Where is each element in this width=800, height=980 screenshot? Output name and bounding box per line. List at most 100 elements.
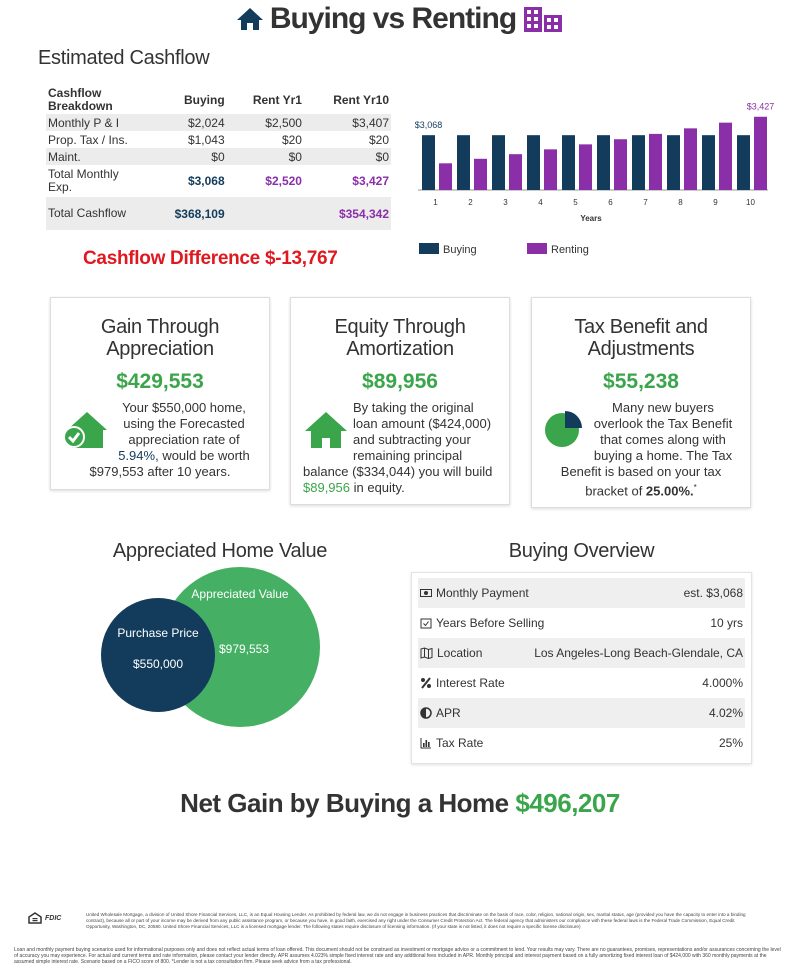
icon <box>420 707 432 719</box>
value: Los Angeles-Long Beach-Glendale, CA <box>534 646 743 660</box>
text: in equity. <box>350 480 405 495</box>
card-amount: $55,238 <box>603 370 679 393</box>
cell: $3,068 <box>187 174 225 188</box>
card: Tax Benefit and Adjustments $55,238 Many… <box>531 297 751 508</box>
value: 4.02% <box>708 706 743 720</box>
overview-row: Location Los Angeles-Long Beach-Glendale,… <box>418 638 745 668</box>
legend-label: Buying <box>443 244 477 256</box>
x-tick-label: 7 <box>643 198 648 207</box>
equity: $89,956 <box>303 480 350 495</box>
cell: $20 <box>368 132 389 147</box>
card-text: Your $550,000 home, using the Forecasted… <box>63 400 257 480</box>
icon <box>420 589 432 597</box>
card-text: Many new buyers overlook the Tax Benefit… <box>544 400 738 499</box>
x-tick-label: 6 <box>608 198 613 207</box>
bar <box>702 135 715 190</box>
bar <box>632 135 645 190</box>
cell: $354,342 <box>303 197 391 230</box>
card-amount: $429,553 <box>116 370 204 393</box>
icon <box>420 618 432 629</box>
purchase-circle <box>101 598 215 712</box>
card-amount: $89,956 <box>362 370 438 393</box>
net-gain: Net Gain by Buying a Home $496,207 <box>0 788 800 819</box>
overview-title: Buying Overview <box>508 540 655 562</box>
bar <box>649 133 662 190</box>
rate: 5.94% <box>118 448 156 463</box>
icon <box>420 647 433 659</box>
house-check-icon <box>63 412 107 448</box>
footer-logos: FDIC <box>28 912 61 924</box>
legend-swatch <box>419 243 439 254</box>
bar <box>457 135 470 190</box>
x-tick-label: 10 <box>746 198 755 207</box>
cell: $2,024 <box>148 114 227 131</box>
cell: $3,427 <box>352 174 389 188</box>
bar <box>614 139 627 190</box>
bar <box>527 135 540 190</box>
bar <box>737 135 750 190</box>
cell: $2,520 <box>265 174 302 188</box>
label: APR <box>436 706 461 720</box>
cashflow-title: Estimated Cashflow <box>38 47 210 69</box>
text: Appreciated Value <box>191 587 289 601</box>
cell: $0 <box>226 148 304 165</box>
bar <box>754 116 767 190</box>
bar <box>597 135 610 190</box>
cell: $1,043 <box>187 132 225 147</box>
data-label: $3,068 <box>415 120 443 130</box>
card-title: Gain Through Appreciation <box>100 316 220 360</box>
data-label: $3,427 <box>747 102 775 112</box>
x-tick-label: 3 <box>503 198 508 207</box>
bar <box>422 135 435 190</box>
appreciated-value: $979,553 <box>219 642 269 656</box>
x-axis-label: Years <box>580 214 602 223</box>
bar-chart: 1 2 3 4 5 6 7 8 9 10 Years $3,068 $3,427 Buying Rentin… <box>415 102 775 256</box>
label: Interest Rate <box>436 676 505 690</box>
overview-row: APR 4.02% <box>418 698 745 728</box>
bar <box>684 128 697 190</box>
value: est. $3,068 <box>683 586 743 600</box>
overview-row: Monthly Payment est. $3,068 <box>418 578 745 608</box>
cell: Prop. Tax / Ins. <box>48 132 128 147</box>
x-tick-label: 5 <box>573 198 578 207</box>
cell: $20 <box>281 132 302 147</box>
col-header: Rent Yr10 <box>333 93 389 107</box>
cell: Total Monthly Exp. <box>48 167 119 194</box>
pie-icon <box>545 411 582 447</box>
cell: Maint. <box>46 148 148 165</box>
text: By taking the original loan amount ($424… <box>303 400 493 479</box>
card: Equity Through Amortization $89,956 By t… <box>290 297 510 505</box>
tax-bracket: 25.00% <box>645 483 691 499</box>
home-value-title: Appreciated Home Value <box>112 540 328 562</box>
legend-swatch <box>527 243 547 254</box>
x-tick-label: 4 <box>538 198 543 207</box>
difference-value: $-13,767 <box>264 248 338 269</box>
bar <box>544 149 557 190</box>
value: 25% <box>718 736 743 750</box>
cashflow-difference: Cashflow Difference $-13,767 <box>83 248 338 270</box>
text: , would be worth $979,553 after 10 years… <box>89 448 250 479</box>
equal-housing-icon <box>28 912 42 924</box>
value: 10 yrs <box>710 616 743 630</box>
cell: $368,109 <box>148 197 227 230</box>
purchase-value: $550,000 <box>133 657 183 671</box>
page-title: Buying vs Renting <box>269 2 517 35</box>
x-tick-label: 9 <box>713 198 718 207</box>
footnote-mark: * <box>693 483 697 492</box>
label: Years Before Selling <box>436 616 545 630</box>
bar <box>509 154 522 190</box>
value: 4.000% <box>702 676 743 690</box>
overview-row: Tax Rate 25% <box>418 728 745 758</box>
purchase-label: Purchase Price <box>117 626 199 640</box>
col-header: Buying <box>183 93 225 107</box>
cell: Total Cashflow <box>46 197 148 230</box>
net-gain-value: $496,207 <box>515 788 620 818</box>
house-icon <box>236 8 263 30</box>
icon <box>421 677 431 689</box>
label: Monthly Payment <box>436 586 529 600</box>
difference-label: Cashflow Difference <box>83 248 260 269</box>
bar <box>719 122 732 190</box>
overview-row: Years Before Selling 10 yrs <box>418 608 745 638</box>
cell <box>226 197 304 230</box>
